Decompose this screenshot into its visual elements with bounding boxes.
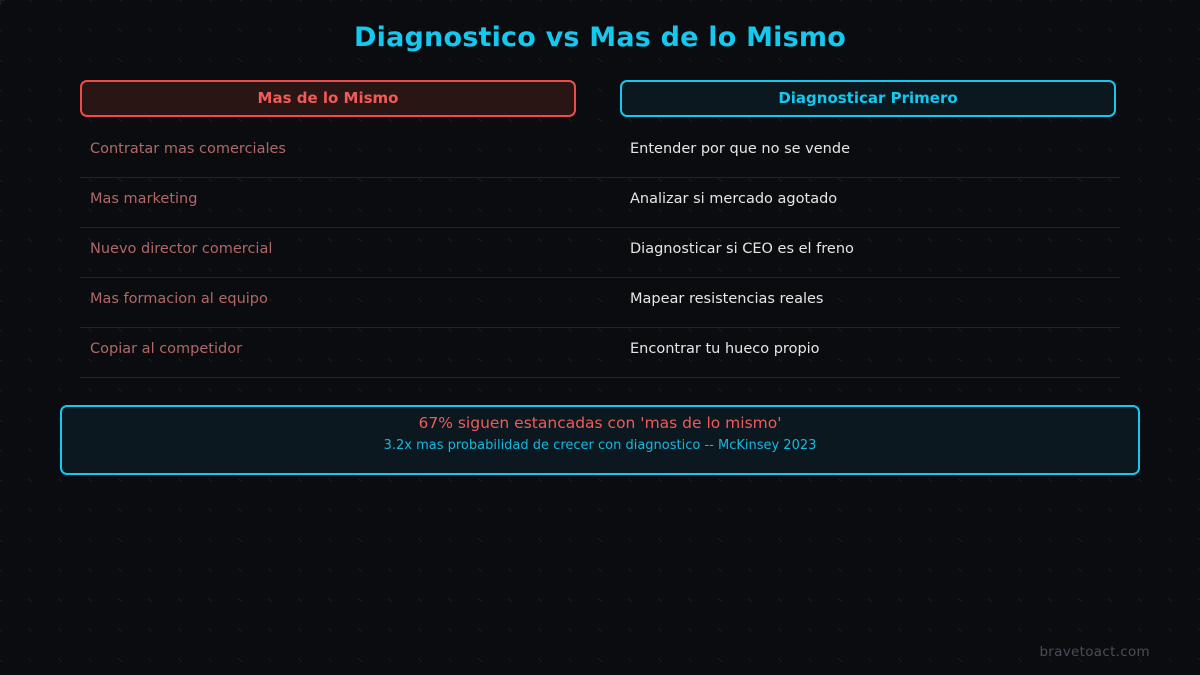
left-item: Mas formacion al equipo	[90, 291, 268, 307]
comparison-row: Nuevo director comercial Diagnosticar si…	[80, 228, 1120, 278]
right-item: Analizar si mercado agotado	[630, 191, 838, 207]
comparison-row: Mas formacion al equipo Mapear resistenc…	[80, 278, 1120, 328]
left-item: Contratar mas comerciales	[90, 141, 286, 157]
comparison-row: Copiar al competidor Encontrar tu hueco …	[80, 328, 1120, 378]
summary-stat: 67% siguen estancadas con 'mas de lo mis…	[418, 414, 782, 432]
left-item: Nuevo director comercial	[90, 241, 273, 257]
comparison-row: Contratar mas comerciales Entender por q…	[80, 128, 1120, 178]
comparison-row: Mas marketing Analizar si mercado agotad…	[80, 178, 1120, 228]
column-header-diagnosticar-primero: Diagnosticar Primero	[620, 80, 1116, 117]
summary-callout: 67% siguen estancadas con 'mas de lo mis…	[60, 405, 1140, 475]
right-item: Entender por que no se vende	[630, 141, 850, 157]
left-item: Copiar al competidor	[90, 341, 243, 357]
left-item: Mas marketing	[90, 191, 198, 207]
right-item: Mapear resistencias reales	[630, 291, 824, 307]
footer-site-url: bravetoact.com	[1039, 644, 1150, 660]
comparison-table: Contratar mas comerciales Entender por q…	[80, 128, 1120, 378]
right-item: Encontrar tu hueco propio	[630, 341, 820, 357]
column-header-mas-de-lo-mismo: Mas de lo Mismo	[80, 80, 576, 117]
right-item: Diagnosticar si CEO es el freno	[630, 241, 854, 257]
summary-source: 3.2x mas probabilidad de crecer con diag…	[383, 438, 817, 453]
page-title: Diagnostico vs Mas de lo Mismo	[354, 22, 846, 53]
